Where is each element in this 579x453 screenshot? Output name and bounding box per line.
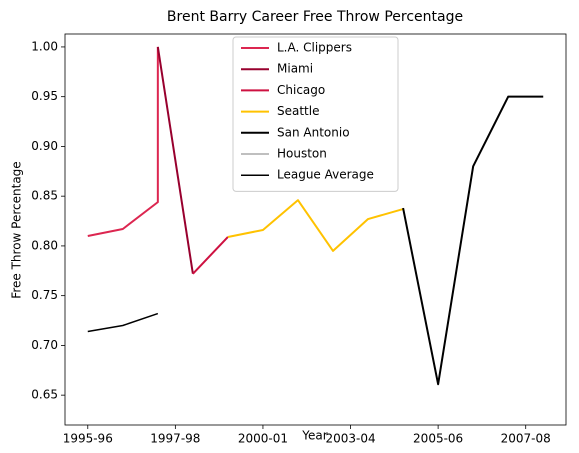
legend-label: Chicago (277, 83, 325, 97)
x-tick-label: 2005-06 (413, 432, 463, 446)
series-line (227, 199, 404, 252)
series-line (192, 236, 229, 275)
series-line (87, 46, 159, 237)
x-tick-label: 1995-96 (63, 432, 113, 446)
y-tick-label: 0.80 (31, 238, 58, 252)
y-tick-label: 0.65 (31, 388, 58, 402)
y-tick-label: 0.95 (31, 89, 58, 103)
legend-label: Houston (277, 147, 327, 161)
legend-label: Miami (277, 62, 313, 76)
series-line (87, 312, 159, 333)
x-axis-label: Year (301, 429, 327, 443)
series-line (156, 46, 194, 274)
legend-frame (232, 36, 399, 192)
legend-label: L.A. Clippers (277, 41, 352, 55)
y-tick-label: 0.70 (31, 338, 58, 352)
x-tick-label: 2007-08 (501, 432, 551, 446)
x-tick-label: 2003-04 (325, 432, 375, 446)
y-tick-label: 0.90 (31, 139, 58, 153)
y-axis-label: Free Throw Percentage (10, 161, 24, 298)
plot-frame (64, 33, 567, 426)
x-tick-label: 2000-01 (238, 432, 288, 446)
y-tick-label: 0.85 (31, 189, 58, 203)
y-tick-label: 0.75 (31, 288, 58, 302)
legend: L.A. Clippers Miami Chicago Seattle San Anto… (232, 36, 399, 192)
chart-title: Brent Barry Career Free Throw Percentage (167, 9, 463, 25)
legend-label: Seattle (277, 104, 319, 118)
y-tick-label: 1.00 (31, 39, 58, 53)
legend-label: San Antonio (277, 125, 350, 139)
x-tick-label: 1997-98 (150, 432, 200, 446)
legend-label: League Average (277, 168, 374, 182)
series-line (402, 95, 544, 386)
